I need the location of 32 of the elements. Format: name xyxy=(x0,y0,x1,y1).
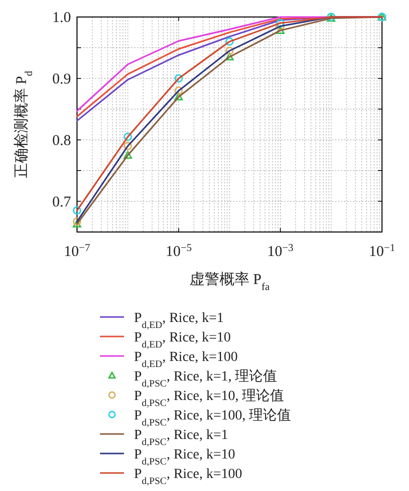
point xyxy=(225,52,234,60)
x-tick-label: 10$^{−5}$ xyxy=(166,242,192,260)
legend-label: P$_{d,ED}$, Rice, k=100 xyxy=(134,350,238,370)
y-tick-label: 0.9 xyxy=(52,71,71,88)
x-tick-label: 10$^{−3}$ xyxy=(267,242,294,260)
point xyxy=(124,132,132,141)
x-axis-title: 虚警概率 P$_{fa}$ xyxy=(189,271,270,292)
legend-label: P$_{d,PSC}$, Rice, k=100, 理论值 xyxy=(134,408,292,428)
point xyxy=(72,206,82,215)
x-tick-label: 10$^{−1}$ xyxy=(368,242,396,260)
legend-label: P$_{d,PSC}$, Rice, k=1, 理论值 xyxy=(134,368,278,389)
point xyxy=(276,26,285,34)
y-tick-label: 0.8 xyxy=(52,132,71,149)
legend-label: P$_{d,ED}$, Rice, k=10 xyxy=(134,330,231,350)
legend-label: P$_{d,PSC}$, Rice, k=100 xyxy=(134,467,242,486)
point xyxy=(174,74,183,83)
x-tick-label: 10$^{−7}$ xyxy=(64,242,90,260)
legend-label: P$_{d,PSC}$, Rice, k=10, 理论值 xyxy=(134,388,284,408)
point xyxy=(225,46,234,55)
legend-label: P$_{d,PSC}$, Rice, k=10 xyxy=(134,448,236,467)
y-tick-label: 0.7 xyxy=(52,194,72,210)
legend-label: P$_{d,ED}$, Rice, k=1 xyxy=(134,311,224,330)
point xyxy=(276,18,285,28)
point xyxy=(276,22,285,30)
point xyxy=(72,220,82,228)
point xyxy=(124,151,132,159)
point xyxy=(124,142,132,150)
legend-label: P$_{d,PSC}$, Rice, k=1 xyxy=(134,428,228,448)
point xyxy=(225,37,234,46)
y-tick-label: 1.0 xyxy=(52,10,71,26)
point xyxy=(174,92,183,100)
point xyxy=(174,86,183,95)
